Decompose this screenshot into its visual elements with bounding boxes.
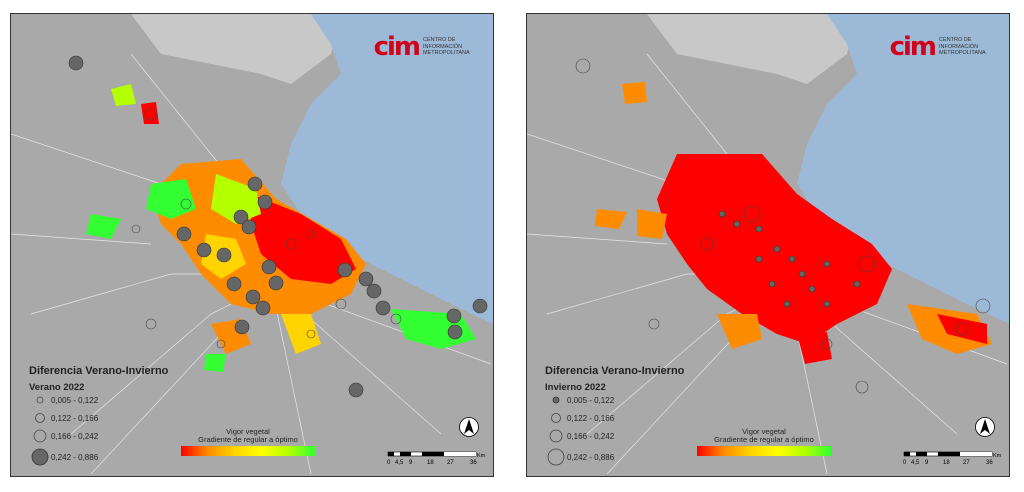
- delta-land: [131, 14, 341, 84]
- scale-label: 18: [427, 460, 434, 466]
- cim-logo: cim Centro de Información Metropolitana: [374, 34, 479, 60]
- scale-label: 0: [387, 460, 391, 466]
- map-canvas: [11, 14, 493, 476]
- legend-class-1: 0,005 - 0,122: [29, 395, 98, 405]
- open-circles: [131, 107, 402, 349]
- scale-unit: Km: [477, 453, 486, 459]
- legend-class-label: 0,122 - 0,166: [51, 413, 99, 423]
- scale-label: 27: [447, 460, 454, 466]
- legend-class-4: 0,242 - 0,886: [29, 448, 98, 466]
- legend-class-2: 0,122 - 0,166: [545, 412, 614, 424]
- cim-logo-letters: cim: [373, 32, 421, 62]
- scale-bar: 0 4,5 9 18 27 36 Km: [387, 451, 486, 466]
- legend-class-label: 0,166 - 0,242: [51, 431, 99, 441]
- cim-logo-text: Centro de Información Metropolitana: [423, 37, 470, 57]
- legend-class-label: 0,005 - 0,122: [567, 395, 615, 405]
- legend-subtitle: Invierno 2022: [545, 382, 606, 393]
- legend-class-1: 0,005 - 0,122: [545, 395, 614, 405]
- legend-class-label: 0,166 - 0,242: [567, 431, 615, 441]
- legend-class-2: 0,122 - 0,166: [29, 412, 98, 424]
- scale-label: 18: [943, 460, 950, 466]
- legend-class-label: 0,122 - 0,166: [567, 413, 615, 423]
- ramp-title: Vigor vegetal: [742, 427, 786, 436]
- scale-unit: Km: [993, 453, 1002, 459]
- legend-circle-medium-icon: [29, 412, 51, 424]
- color-ramp: [181, 446, 315, 456]
- legend-title: Diferencia Verano-Invierno: [29, 365, 169, 377]
- map-canvas: [527, 14, 1009, 476]
- legend-class-label: 0,242 - 0,886: [567, 452, 615, 462]
- urban-vegetation-patches: [86, 84, 476, 372]
- scale-label: 4,5: [911, 460, 920, 466]
- north-arrow-icon: [459, 417, 479, 437]
- scale-label: 9: [409, 460, 413, 466]
- legend-circle-filled-icon: [29, 448, 51, 466]
- scale-label: 0: [903, 460, 907, 466]
- open-circles: [575, 58, 991, 394]
- legend-class-label: 0,242 - 0,886: [51, 452, 99, 462]
- cim-logo: cim Centro de Información Metropolitana: [890, 34, 995, 60]
- legend-circle-small-icon: [29, 395, 51, 405]
- scale-bar: 0 4,5 9 18 27 36 Km: [903, 451, 1002, 466]
- delta-land: [647, 14, 857, 84]
- scale-label: 36: [470, 460, 477, 466]
- legend-class-label: 0,005 - 0,122: [51, 395, 99, 405]
- legend-subtitle: Verano 2022: [29, 382, 85, 393]
- legend-class-3: 0,166 - 0,242: [29, 429, 98, 443]
- river-water: [281, 14, 493, 324]
- north-arrow-icon: [975, 417, 995, 437]
- cim-logo-mark: cim: [889, 32, 937, 62]
- river-water: [797, 14, 1009, 324]
- legend-circle-medium-icon: [545, 412, 567, 424]
- legend-circle-large-icon: [29, 429, 51, 443]
- color-ramp: [697, 446, 831, 456]
- cim-logo-mark: cim: [373, 32, 421, 62]
- ramp-title: Vigor vegetal: [226, 427, 270, 436]
- cim-logo-letters: cim: [889, 32, 937, 62]
- scale-label: 4,5: [395, 460, 404, 466]
- legend-title: Diferencia Verano-Invierno: [545, 365, 685, 377]
- cim-logo-text: Centro de Información Metropolitana: [939, 37, 986, 57]
- dark-circles: [718, 210, 861, 308]
- legend-circle-small-filled-icon: [545, 395, 567, 405]
- legend-circle-large-icon: [545, 429, 567, 443]
- scale-label: 9: [925, 460, 929, 466]
- dark-circles: [68, 55, 488, 398]
- ramp-subtitle: Gradiente de regular a óptimo: [714, 435, 814, 444]
- legend-class-3: 0,166 - 0,242: [545, 429, 614, 443]
- legend-circle-xlarge-icon: [545, 448, 567, 466]
- legend-class-4: 0,242 - 0,886: [545, 448, 614, 466]
- scale-label: 27: [963, 460, 970, 466]
- map-panel-verano: cim Centro de Información Metropolitana …: [10, 13, 494, 477]
- ramp-subtitle: Gradiente de regular a óptimo: [198, 435, 298, 444]
- scale-label: 36: [986, 460, 993, 466]
- map-panel-invierno: cim Centro de Información Metropolitana …: [526, 13, 1010, 477]
